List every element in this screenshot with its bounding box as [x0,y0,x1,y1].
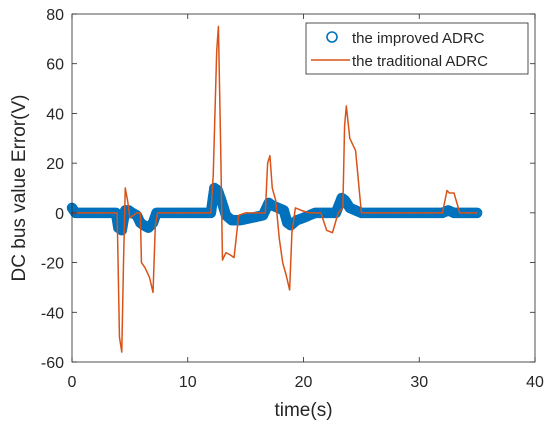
y-tick-label: -60 [41,355,64,372]
legend-label-traditional: the traditional ADRC [352,53,488,70]
y-tick-label: -20 [41,256,64,273]
x-tick-label: 10 [179,374,197,391]
y-tick-label: -40 [41,305,64,322]
x-axis-label: time(s) [274,400,332,421]
series-layer [66,25,483,353]
x-tick-label: 20 [295,374,313,391]
y-tick-label: 40 [46,106,64,123]
x-tick-label: 40 [526,374,544,391]
legend-box [305,22,529,75]
legend: the improved ADRC the traditional ADRC [305,22,529,75]
y-tick-label: 60 [46,57,64,74]
x-tick-label: 30 [410,374,428,391]
y-axis-label: DC bus value Error(V) [9,95,30,282]
y-tick-label: 20 [46,156,64,173]
x-tick-label: 0 [68,374,77,391]
y-tick-label: 0 [55,206,64,223]
legend-marker-improved [326,31,338,43]
series-traditional-adrc-line [72,25,478,353]
tick-layer: 0 10 20 30 40 -60 -40 -20 0 20 40 60 80 [41,7,544,391]
y-tick-label: 80 [46,7,64,24]
legend-label-improved: the improved ADRC [352,30,485,47]
